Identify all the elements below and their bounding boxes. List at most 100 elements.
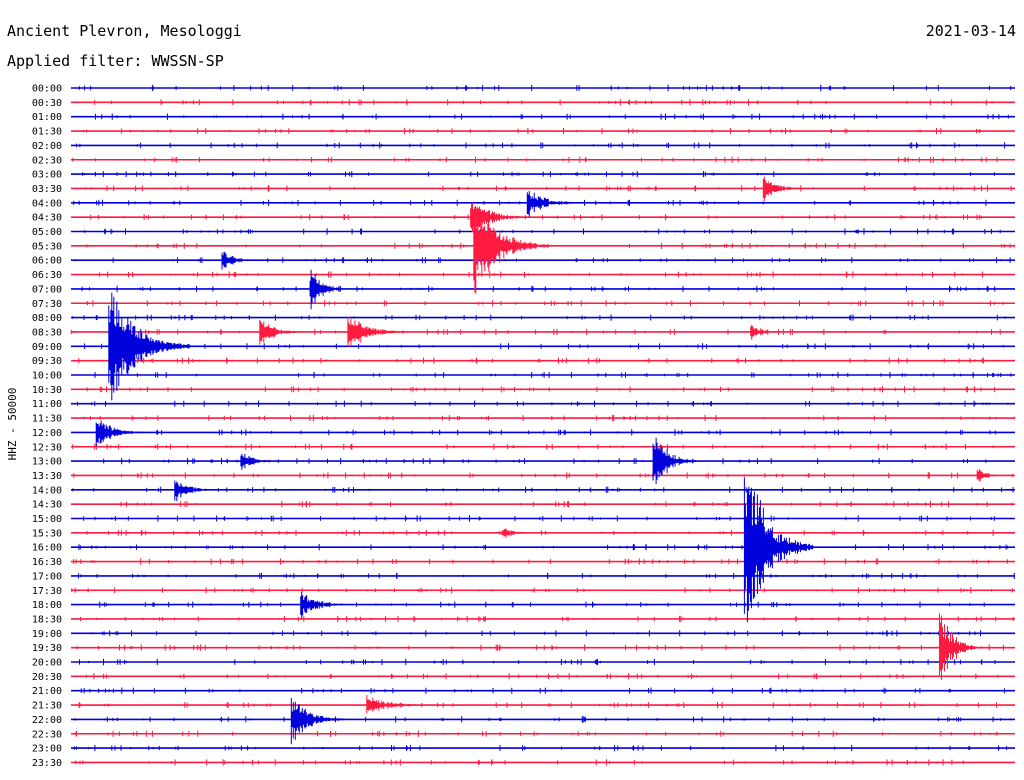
trace-noise	[78, 544, 1009, 551]
trace-noise	[81, 285, 996, 293]
row-time-label: 16:00	[32, 543, 62, 554]
row-time-label: 04:00	[32, 198, 62, 209]
row-time-label: 00:00	[32, 84, 62, 95]
row-time-label: 07:30	[32, 299, 62, 310]
row-time-label: 11:00	[32, 399, 62, 410]
row-time-label: 15:00	[32, 514, 62, 525]
trace-noise	[73, 472, 1013, 479]
seismic-event	[347, 316, 411, 347]
seismic-event	[526, 191, 584, 217]
seismic-event	[762, 176, 811, 201]
y-axis-label: HHZ - 50000	[6, 388, 19, 461]
trace-noise	[86, 386, 996, 393]
row-time-label: 17:00	[32, 571, 62, 582]
row-time-label: 17:30	[32, 586, 62, 597]
row-time-label: 09:00	[32, 342, 62, 353]
row-time-label: 20:00	[32, 658, 62, 669]
row-time-label: 20:30	[32, 672, 62, 683]
seismic-event	[366, 695, 437, 714]
row-time-label: 09:30	[32, 356, 62, 367]
row-time-label: 15:30	[32, 528, 62, 539]
trace-noise	[76, 644, 1004, 651]
trace-noise	[74, 716, 1012, 723]
row-time-label: 14:30	[32, 500, 62, 511]
row-time-label: 14:00	[32, 485, 62, 496]
row-time-label: 05:30	[32, 241, 62, 252]
trace-noise	[120, 501, 1013, 508]
row-time-label: 23:00	[32, 744, 62, 755]
row-time-label: 22:30	[32, 729, 62, 740]
trace-noise	[99, 601, 985, 608]
trace-noise	[72, 486, 1014, 493]
row-time-label: 13:30	[32, 471, 62, 482]
row-time-label: 21:30	[32, 701, 62, 712]
trace-noise	[81, 171, 995, 178]
trace-noise	[90, 214, 982, 221]
row-time-label: 02:30	[32, 155, 62, 166]
trace-noise	[78, 572, 1015, 580]
seismic-event	[743, 477, 814, 623]
trace-noise	[72, 314, 1006, 321]
row-time-label: 23:30	[32, 758, 62, 769]
row-time-label: 19:30	[32, 643, 62, 654]
trace-noise	[83, 127, 981, 135]
row-time-label: 01:30	[32, 127, 62, 138]
seismic-event	[939, 613, 984, 681]
row-time-label: 12:30	[32, 442, 62, 453]
row-time-label: 03:30	[32, 184, 62, 195]
seismic-event	[300, 591, 352, 619]
row-time-label: 00:30	[32, 98, 62, 109]
trace-noise	[78, 357, 995, 364]
row-time-label: 07:00	[32, 284, 62, 295]
trace-noise	[73, 558, 1008, 565]
trace-noise	[83, 515, 995, 522]
row-time-label: 05:00	[32, 227, 62, 238]
row-time-label: 01:00	[32, 112, 62, 123]
row-time-label: 04:30	[32, 213, 62, 224]
trace-noise	[85, 673, 999, 680]
row-time-label: 22:00	[32, 715, 62, 726]
trace-noise	[86, 300, 1004, 307]
seismic-event	[108, 292, 191, 401]
trace-noise	[83, 414, 1016, 422]
seismic-event	[652, 437, 698, 484]
trace-noise	[78, 84, 1012, 92]
seismic-event	[240, 453, 279, 470]
row-time-label: 02:00	[32, 141, 62, 152]
trace-noise	[86, 529, 994, 536]
row-time-label: 11:30	[32, 414, 62, 425]
row-time-label: 08:00	[32, 313, 62, 324]
trace-noise	[94, 371, 1012, 379]
seismic-event	[221, 251, 267, 270]
trace-noise	[75, 759, 964, 766]
seismic-event	[750, 325, 789, 340]
trace-noise	[73, 744, 1008, 752]
station-title: Ancient Plevron, Mesologgi	[7, 22, 242, 40]
row-time-label: 18:30	[32, 614, 62, 625]
row-time-label: 12:00	[32, 428, 62, 439]
row-time-label: 08:30	[32, 327, 62, 338]
seismic-event	[976, 469, 1003, 482]
row-time-label: 21:00	[32, 686, 62, 697]
trace-noise	[91, 630, 981, 637]
row-time-label: 10:30	[32, 385, 62, 396]
trace-noise	[74, 730, 998, 737]
filter-label: Applied filter: WWSSN-SP	[7, 52, 224, 70]
seismic-event	[259, 320, 311, 345]
trace-noise	[156, 429, 996, 436]
seismic-event	[95, 420, 153, 447]
row-time-label: 03:00	[32, 170, 62, 181]
seismic-event	[174, 480, 220, 502]
seismic-event	[470, 202, 534, 233]
trace-noise	[78, 702, 997, 709]
seismic-event	[473, 207, 550, 294]
trace-noise	[76, 142, 1006, 149]
trace-noise	[72, 443, 994, 450]
trace-noise	[80, 687, 1005, 694]
trace-rows: 00:00 00:30 01:00 01:30 02:00 02:30 03:00 03:30…	[32, 84, 1016, 769]
row-time-label: 10:00	[32, 371, 62, 382]
trace-noise	[98, 271, 983, 278]
trace-noise	[94, 99, 993, 106]
seismic-event	[309, 269, 348, 310]
